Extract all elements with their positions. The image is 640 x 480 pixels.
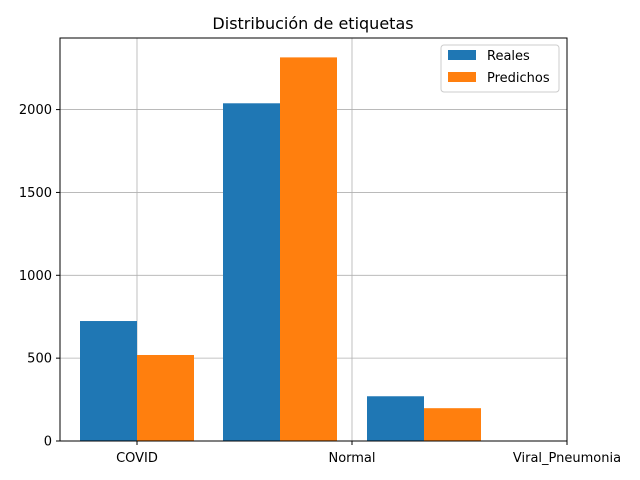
x-tick-label: Viral_Pneumonia [513, 451, 621, 466]
y-tick-label: 0 [44, 435, 52, 450]
legend: Reales Predichos [440, 44, 560, 93]
plot-frame [59, 37, 568, 442]
chart-title: Distribución de etiquetas [212, 14, 413, 33]
bar-predichos-normal [280, 57, 337, 441]
x-tick-label: Normal [328, 451, 375, 466]
x-tick-label: COVID [116, 451, 158, 466]
bar-reales-normal [223, 103, 280, 442]
bar-predichos-covid [137, 354, 194, 441]
x-axis: COVID Normal Viral_Pneumonia [116, 441, 621, 466]
bars-group [80, 57, 481, 442]
legend-swatch-predichos [448, 72, 476, 82]
bar-predichos-viral_pneumonia [424, 408, 481, 441]
legend-label-predichos: Predichos [487, 71, 550, 86]
y-tick-label: 1500 [19, 186, 52, 201]
y-axis: 0 500 1000 1500 2000 [19, 103, 60, 450]
legend-label-reales: Reales [487, 49, 530, 64]
bar-reales-viral_pneumonia [367, 396, 424, 441]
bar-reales-covid [80, 321, 137, 441]
y-tick-label: 1000 [19, 269, 52, 284]
y-tick-label: 500 [27, 352, 52, 367]
legend-swatch-reales [448, 50, 476, 60]
y-tick-label: 2000 [19, 103, 52, 118]
